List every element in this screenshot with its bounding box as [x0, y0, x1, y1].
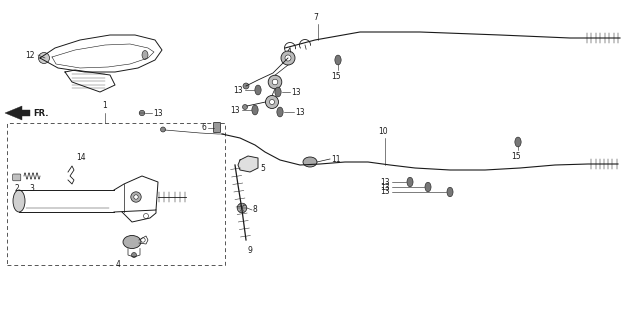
Ellipse shape — [255, 85, 261, 95]
Ellipse shape — [123, 236, 141, 249]
Text: 13: 13 — [291, 87, 301, 97]
Text: FR.: FR. — [33, 108, 49, 117]
Circle shape — [272, 79, 278, 85]
Circle shape — [161, 127, 166, 132]
Ellipse shape — [335, 55, 341, 65]
Text: 1: 1 — [103, 101, 107, 110]
Ellipse shape — [252, 105, 258, 115]
Text: 13: 13 — [381, 178, 390, 187]
FancyBboxPatch shape — [214, 123, 221, 132]
Ellipse shape — [277, 107, 283, 117]
Text: 15: 15 — [331, 72, 341, 81]
Circle shape — [134, 195, 138, 199]
Polygon shape — [5, 106, 30, 120]
Text: 7: 7 — [313, 13, 318, 22]
Text: 10: 10 — [378, 127, 388, 136]
Text: 12: 12 — [26, 51, 35, 60]
Text: 6: 6 — [201, 123, 206, 132]
Text: 13: 13 — [234, 85, 243, 94]
Circle shape — [265, 95, 278, 108]
Text: 8: 8 — [253, 205, 258, 214]
Circle shape — [39, 52, 49, 63]
Polygon shape — [238, 156, 258, 172]
Ellipse shape — [447, 187, 453, 197]
Ellipse shape — [425, 182, 431, 192]
Text: 13: 13 — [381, 182, 390, 191]
Text: 15: 15 — [511, 152, 521, 161]
Text: 2: 2 — [14, 184, 19, 193]
Ellipse shape — [142, 51, 148, 60]
Text: 13: 13 — [231, 106, 240, 115]
Ellipse shape — [275, 87, 281, 97]
Ellipse shape — [13, 190, 25, 212]
Text: 14: 14 — [76, 153, 85, 162]
Circle shape — [268, 75, 282, 89]
Circle shape — [131, 252, 136, 258]
Circle shape — [131, 192, 141, 202]
Circle shape — [270, 100, 275, 105]
Ellipse shape — [515, 137, 521, 147]
Text: 5: 5 — [260, 164, 265, 172]
Circle shape — [143, 213, 148, 219]
Circle shape — [140, 110, 145, 116]
Circle shape — [141, 238, 145, 242]
Text: 11: 11 — [331, 155, 341, 164]
Text: 13: 13 — [381, 188, 390, 196]
Text: 9: 9 — [248, 246, 253, 255]
Text: 4: 4 — [115, 260, 120, 269]
Ellipse shape — [407, 177, 413, 187]
Text: 13: 13 — [153, 108, 163, 117]
Text: 13: 13 — [295, 108, 305, 116]
FancyBboxPatch shape — [12, 174, 21, 181]
Text: 3: 3 — [29, 184, 34, 193]
Ellipse shape — [303, 157, 317, 167]
Circle shape — [237, 203, 247, 213]
Circle shape — [243, 83, 249, 89]
Bar — [7, 123, 225, 265]
Circle shape — [281, 51, 295, 65]
Circle shape — [242, 105, 247, 109]
Circle shape — [285, 55, 291, 61]
